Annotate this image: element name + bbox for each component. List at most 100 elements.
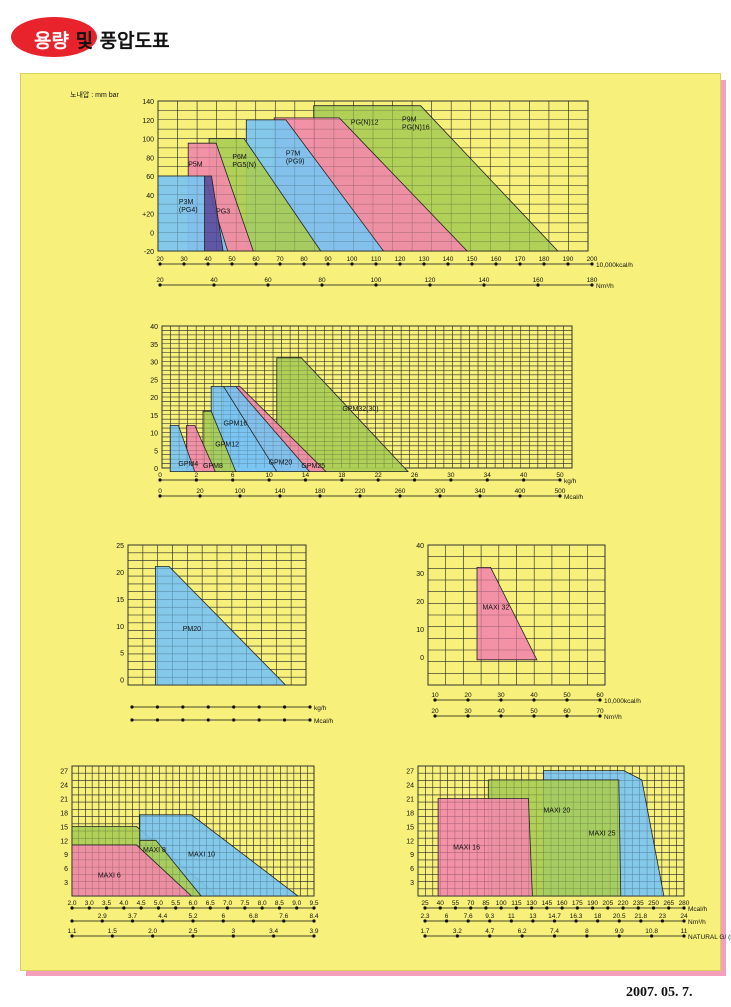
- y-tick-label: 35: [150, 342, 158, 349]
- y-tick-label: 25: [116, 543, 124, 550]
- scale-tick-label: 0: [158, 472, 162, 479]
- scale-dot: [232, 718, 236, 722]
- scale-tick-label: 6.5: [206, 900, 215, 907]
- y-tick-label: 24: [406, 783, 414, 790]
- scale-dot: [151, 934, 155, 938]
- series-area-0: [276, 357, 409, 473]
- scale-dot: [488, 919, 492, 923]
- scale-dot: [376, 478, 380, 482]
- scale-tick-label: 1.7: [420, 928, 429, 935]
- scale-tick-label: 20: [464, 692, 472, 699]
- scale-dot: [198, 494, 202, 498]
- scale-dot: [243, 906, 247, 910]
- scale-tick-label: 7.6: [464, 913, 473, 920]
- scale-dot: [433, 714, 437, 718]
- scale-dot: [466, 714, 470, 718]
- scale-dot: [208, 906, 212, 910]
- scale-dot: [565, 698, 569, 702]
- scale-unit-label: kg/h: [564, 478, 577, 485]
- scale-tick-label: 40: [520, 472, 528, 479]
- scale-tick-label: 3.0: [85, 900, 94, 907]
- grid-overlay: [128, 545, 306, 685]
- scale-dot: [398, 494, 402, 498]
- scale-tick-label: 5.2: [188, 913, 197, 920]
- scale-unit-label: kg/h: [314, 705, 327, 712]
- series-label-3: MAXI 6: [98, 872, 121, 879]
- scale-tick-label: 10: [265, 472, 273, 479]
- date-stamp: 2007. 05. 7.: [626, 985, 693, 1000]
- scale-tick-label: 180: [539, 256, 550, 263]
- scale-tick-label: 30: [180, 256, 188, 263]
- y-tick-label: 10: [416, 627, 424, 634]
- scale-tick-label: 9.9: [615, 928, 624, 935]
- scale-dot: [423, 934, 427, 938]
- scale-tick-label: 20.5: [613, 913, 626, 920]
- y-tick-label: 10: [150, 431, 158, 438]
- scale-dot: [303, 478, 308, 482]
- series-label-3: GPM16: [224, 420, 248, 427]
- y-tick-label: 15: [116, 597, 124, 604]
- scale-dot: [350, 262, 354, 266]
- y-tick-label: 0: [120, 678, 124, 685]
- scale-unit-label: Nm³/h: [688, 919, 706, 926]
- scale-tick-label: 8.4: [309, 913, 318, 920]
- scale-dot: [278, 262, 282, 266]
- scale-unit-label: Mcal/h: [688, 906, 708, 913]
- y-tick-label: 21: [406, 797, 414, 804]
- y-tick-label: 30: [416, 571, 424, 578]
- scale-dot: [574, 919, 578, 923]
- scale-tick-label: 5.0: [154, 900, 163, 907]
- scale-dot: [282, 718, 287, 722]
- scale-tick-label: 30: [464, 708, 472, 715]
- series-label-4: P5M: [188, 162, 203, 169]
- scale-dot: [308, 705, 312, 709]
- page-title: 용량 및 풍압도표: [34, 26, 170, 53]
- scale-tick-label: 6.8: [249, 913, 258, 920]
- scale-dot: [340, 478, 344, 482]
- y-tick-label: 20: [416, 599, 424, 606]
- scale-dot: [231, 478, 235, 482]
- scale-tick-label: 190: [563, 256, 574, 263]
- chart-c1: P9M PG(N)16 PG(N)12 P7M (PG9) P6M PG5(N) P5M P3M…: [70, 90, 633, 290]
- scale-tick-label: 50: [563, 692, 571, 699]
- series-label-2: GPM20: [269, 459, 293, 466]
- scale-tick-label: 100: [371, 277, 382, 284]
- scale-dot: [438, 494, 442, 498]
- scale-dot: [312, 934, 316, 938]
- scale-dot: [282, 705, 287, 709]
- scale-dot: [682, 906, 686, 910]
- scale-tick-label: 120: [425, 277, 436, 284]
- y-axis-label: 노내압 : mm bar: [70, 90, 120, 99]
- scale-unit-label: 10,000kcal/h: [596, 262, 633, 269]
- series-label-3: P6M PG5(N): [232, 154, 256, 169]
- scale-dot: [598, 698, 602, 702]
- y-tick-label: 15: [406, 824, 414, 831]
- scale-dot: [532, 714, 536, 718]
- scale-dot: [130, 705, 134, 709]
- scale-dot: [484, 906, 488, 910]
- scale-dot: [494, 262, 498, 266]
- scale-tick-label: 5.5: [171, 900, 180, 907]
- scale-dot: [482, 283, 486, 287]
- scale-tick-label: 40: [437, 900, 445, 907]
- series-area-6: [169, 424, 196, 473]
- scale-dot: [446, 262, 450, 266]
- y-tick-label: 18: [406, 810, 414, 817]
- grid-overlay: [72, 766, 314, 896]
- scale-unit-label: Nm³/h: [604, 714, 622, 721]
- scale-dot: [532, 698, 536, 702]
- scale-dot: [158, 478, 162, 482]
- scale-tick-label: 300: [435, 488, 446, 495]
- scale-dot: [158, 283, 162, 287]
- scale-dot: [230, 262, 234, 266]
- scale-dot: [412, 478, 417, 482]
- series-label-1: MAXI 10: [188, 852, 215, 859]
- scale-dot: [617, 919, 621, 923]
- scale-dot: [598, 714, 602, 718]
- scale-tick-label: 40: [204, 256, 212, 263]
- scale-dot: [565, 714, 569, 718]
- scale-dot: [312, 906, 316, 910]
- scale-dot: [320, 283, 324, 287]
- scale-dot: [518, 494, 522, 498]
- scale-tick-label: 0: [158, 488, 162, 495]
